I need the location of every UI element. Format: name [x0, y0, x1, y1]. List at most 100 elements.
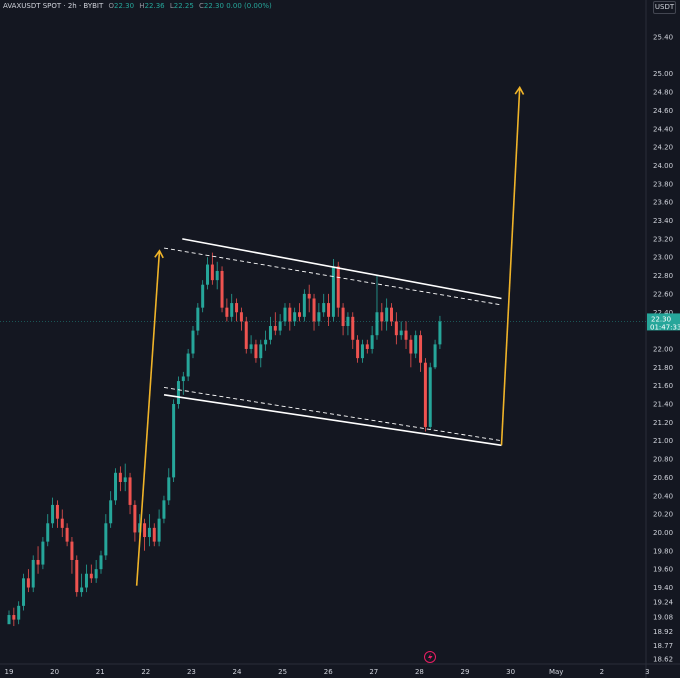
price-tick: 19.60	[653, 566, 673, 574]
price-tick: 20.40	[653, 492, 673, 500]
price-tick: 22.60	[653, 290, 673, 298]
candle-body	[351, 316, 355, 340]
candle-body	[249, 344, 253, 349]
price-tick: 20.00	[653, 529, 673, 537]
candle-body	[244, 321, 248, 349]
candle-body	[288, 307, 292, 322]
candle-body	[162, 500, 166, 519]
candle-body	[293, 312, 297, 322]
price-tick: 18.92	[653, 628, 673, 636]
price-tick: 23.60	[653, 199, 673, 207]
lightning-icon[interactable]	[424, 651, 436, 663]
candle-body	[268, 326, 272, 340]
candle-body	[167, 477, 171, 501]
left-arrow[interactable]	[135, 250, 161, 586]
candle-body	[327, 303, 331, 317]
price-tick: 21.20	[653, 419, 673, 427]
candle-body	[22, 578, 26, 606]
left-arrow-head	[154, 249, 164, 259]
candle-body	[104, 523, 108, 556]
channel-upper-line[interactable]	[182, 238, 502, 300]
channel-upper-dashed-line[interactable]	[163, 247, 502, 306]
symbol-title[interactable]: AVAXUSDT SPOT · 2h · BYBIT	[3, 2, 104, 10]
time-tick: 30	[506, 668, 515, 676]
time-tick: 23	[187, 668, 196, 676]
price-tick: 24.60	[653, 107, 673, 115]
candle-body	[94, 569, 98, 579]
time-tick: 19	[5, 668, 14, 676]
low-label: L	[169, 2, 174, 10]
candle-body	[273, 326, 277, 331]
candle-body	[414, 335, 418, 354]
price-tick: 20.60	[653, 474, 673, 482]
candle-body	[259, 344, 263, 359]
candle-body	[438, 321, 442, 345]
candle-body	[36, 559, 40, 565]
candle-body	[118, 472, 122, 482]
candle-body	[356, 339, 360, 359]
right-arrow[interactable]	[500, 87, 521, 446]
price-tick: 22.00	[653, 345, 673, 353]
candle-body	[147, 527, 151, 538]
price-tick: 24.40	[653, 125, 673, 133]
currency-button[interactable]: USDT	[653, 1, 676, 14]
price-tick: 21.60	[653, 382, 673, 390]
candle-body	[331, 266, 335, 317]
candle-body	[220, 270, 224, 308]
time-tick: 28	[415, 668, 424, 676]
candle-body	[317, 312, 321, 322]
candle-body	[31, 559, 35, 588]
price-tick: 20.20	[653, 511, 673, 519]
channel-lower-dashed-line[interactable]	[163, 387, 502, 442]
time-tick: 26	[324, 668, 333, 676]
candle-body	[138, 523, 142, 533]
last-price-value: 22.30	[651, 315, 671, 323]
candle-body	[7, 615, 11, 625]
price-tick: 19.24	[653, 599, 674, 607]
low-value: 22.25	[173, 2, 194, 10]
open-label: O	[108, 2, 115, 10]
candle-body	[172, 404, 176, 478]
price-tick: 23.80	[653, 180, 673, 188]
candle-body	[365, 344, 369, 349]
time-tick: 21	[96, 668, 105, 676]
candle-body	[312, 298, 316, 322]
candle-body	[12, 615, 16, 620]
price-tick: 18.62	[653, 656, 673, 664]
candle-body	[186, 353, 190, 377]
candle-body	[399, 330, 403, 336]
price-tick: 19.08	[653, 613, 673, 621]
candle-body	[89, 573, 93, 579]
candle-body	[46, 523, 50, 542]
candle-body	[225, 307, 229, 317]
candle-body	[80, 587, 84, 593]
candle-body	[336, 266, 340, 308]
price-tick: 24.20	[653, 144, 673, 152]
candle-body	[109, 500, 113, 524]
price-tick: 20.80	[653, 456, 673, 464]
candle-body	[196, 307, 200, 331]
candle-body	[143, 523, 147, 538]
candle-body	[70, 541, 74, 560]
candle-body	[152, 527, 156, 542]
change-value: 0.00 (0.00%)	[226, 2, 272, 10]
candle-body	[390, 307, 394, 322]
candle-body	[230, 303, 234, 317]
channel-lower-line[interactable]	[163, 394, 502, 447]
price-tick: 18.77	[653, 642, 673, 650]
price-tick: 24.80	[653, 89, 673, 97]
candle-body	[114, 472, 118, 501]
price-tick: 19.80	[653, 547, 673, 555]
countdown-value: 01:47:33	[650, 323, 680, 331]
candle-body	[360, 344, 364, 359]
time-tick: 27	[369, 668, 378, 676]
candle-body	[307, 293, 311, 299]
candle-body	[60, 518, 64, 528]
candle-body	[433, 344, 437, 368]
candle-body	[394, 321, 398, 336]
price-tick: 22.80	[653, 272, 673, 280]
price-tick: 19.40	[653, 584, 673, 592]
